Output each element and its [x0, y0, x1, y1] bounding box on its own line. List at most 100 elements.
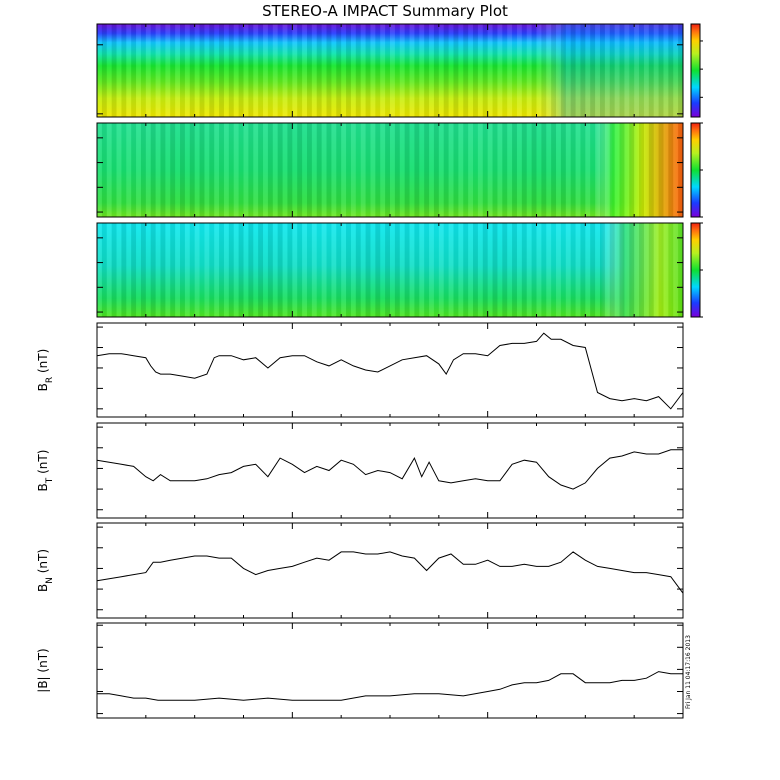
spectrogram-column	[634, 123, 640, 217]
spectrogram-column	[512, 123, 517, 217]
spectrogram-column	[595, 123, 600, 217]
spectrogram-column	[429, 123, 434, 217]
spectrogram-column	[121, 24, 127, 117]
spectrogram-column	[541, 123, 547, 217]
spectrogram-column	[536, 123, 542, 217]
spectrogram-column	[433, 123, 439, 217]
spectrogram-column	[658, 123, 664, 217]
spectrogram-column	[477, 24, 483, 117]
spectrogram-column	[267, 24, 273, 117]
spectrogram-column	[531, 24, 537, 117]
spectrogram-column	[272, 123, 278, 217]
spectrogram-column	[131, 223, 137, 317]
spectrogram-column	[658, 24, 664, 117]
spectrogram-column	[292, 223, 298, 317]
spectrogram-column	[287, 24, 293, 117]
spectrogram-column	[209, 24, 215, 117]
spectrogram-column	[282, 123, 288, 217]
spectrogram-column	[297, 223, 303, 317]
spectrogram-column	[228, 223, 234, 317]
spectrogram-column	[97, 24, 102, 117]
spectrogram-column	[443, 223, 449, 317]
spectrogram-column	[131, 123, 137, 217]
spectrogram-column	[390, 24, 395, 117]
panel-frame-5	[96, 522, 684, 619]
spectrogram-column	[97, 123, 102, 217]
spectrogram-column	[155, 123, 161, 217]
spectrogram-column	[560, 24, 566, 117]
spectrogram-column	[189, 123, 195, 217]
spectrogram-column	[292, 24, 298, 117]
spectrogram-column	[663, 123, 669, 217]
spectrogram-column	[477, 123, 483, 217]
spectrogram-column	[492, 123, 498, 217]
spectrogram-column	[150, 223, 156, 317]
spectrogram-column	[409, 24, 415, 117]
spectrogram-column	[140, 223, 146, 317]
y-axis-label: |B| (nT)	[36, 648, 50, 692]
spectrogram-column	[678, 24, 683, 117]
spectrogram-column	[326, 223, 332, 317]
spectrogram-column	[238, 123, 244, 217]
spectrogram-column	[150, 123, 156, 217]
spectrogram-column	[145, 123, 151, 217]
spectrogram-column	[160, 223, 166, 317]
spectrogram-column	[614, 24, 620, 117]
spectrogram-column	[521, 24, 527, 117]
spectrogram-overlay-0	[97, 24, 683, 117]
spectrogram-column	[111, 223, 117, 317]
timestamp: Fri Jan 11 04:17:16 2013	[685, 635, 692, 709]
spectrogram-column	[194, 223, 200, 317]
spectrogram-column	[560, 123, 566, 217]
spectrogram-column	[477, 223, 483, 317]
spectrogram-column	[316, 24, 322, 117]
spectrogram-column	[302, 223, 307, 317]
spectrogram-column	[404, 24, 410, 117]
spectrogram-column	[414, 223, 420, 317]
spectrogram-column	[355, 223, 361, 317]
spectrogram-column	[424, 123, 430, 217]
y-label-main: B	[36, 584, 50, 592]
spectrogram-column	[497, 24, 503, 117]
spectrogram-column	[619, 223, 625, 317]
spectrogram-column	[619, 123, 625, 217]
spectrogram-column	[111, 123, 117, 217]
spectrogram-column	[106, 123, 112, 217]
spectrogram-column	[438, 123, 444, 217]
spectrogram-column	[394, 24, 400, 117]
spectrogram-column	[111, 24, 117, 117]
spectrogram-column	[380, 24, 386, 117]
spectrogram-column	[155, 24, 161, 117]
spectrogram-column	[673, 24, 679, 117]
spectrogram-column	[619, 24, 625, 117]
spectrogram-column	[326, 24, 332, 117]
spectrogram-column	[126, 24, 132, 117]
spectrogram-column	[263, 24, 268, 117]
spectrogram-column	[306, 223, 312, 317]
y-label-unit: (nT)	[36, 549, 50, 577]
spectrogram-column	[263, 223, 268, 317]
spectrogram-column	[448, 223, 454, 317]
spectrogram-column	[614, 123, 620, 217]
spectrogram-column	[336, 223, 342, 317]
spectrogram-column	[624, 223, 630, 317]
spectrogram-column	[292, 123, 298, 217]
spectrogram-column	[678, 223, 683, 317]
y-label-main: |B| (nT)	[36, 648, 50, 692]
series-line-3	[96, 332, 684, 410]
spectrogram-column	[180, 123, 185, 217]
spectrogram-column	[101, 24, 107, 117]
spectrogram-column	[175, 24, 181, 117]
spectrogram-column	[233, 24, 239, 117]
spectrogram-column	[214, 24, 220, 117]
spectrogram-column	[175, 123, 181, 217]
spectrogram-column	[136, 24, 141, 117]
spectrogram-column	[580, 223, 586, 317]
spectrogram-column	[556, 24, 561, 117]
spectrogram-column	[609, 24, 615, 117]
spectrogram-column	[429, 24, 434, 117]
spectrogram-column	[297, 123, 303, 217]
spectrogram-column	[438, 24, 444, 117]
panel-frame-3	[96, 322, 684, 418]
spectrogram-column	[492, 24, 498, 117]
